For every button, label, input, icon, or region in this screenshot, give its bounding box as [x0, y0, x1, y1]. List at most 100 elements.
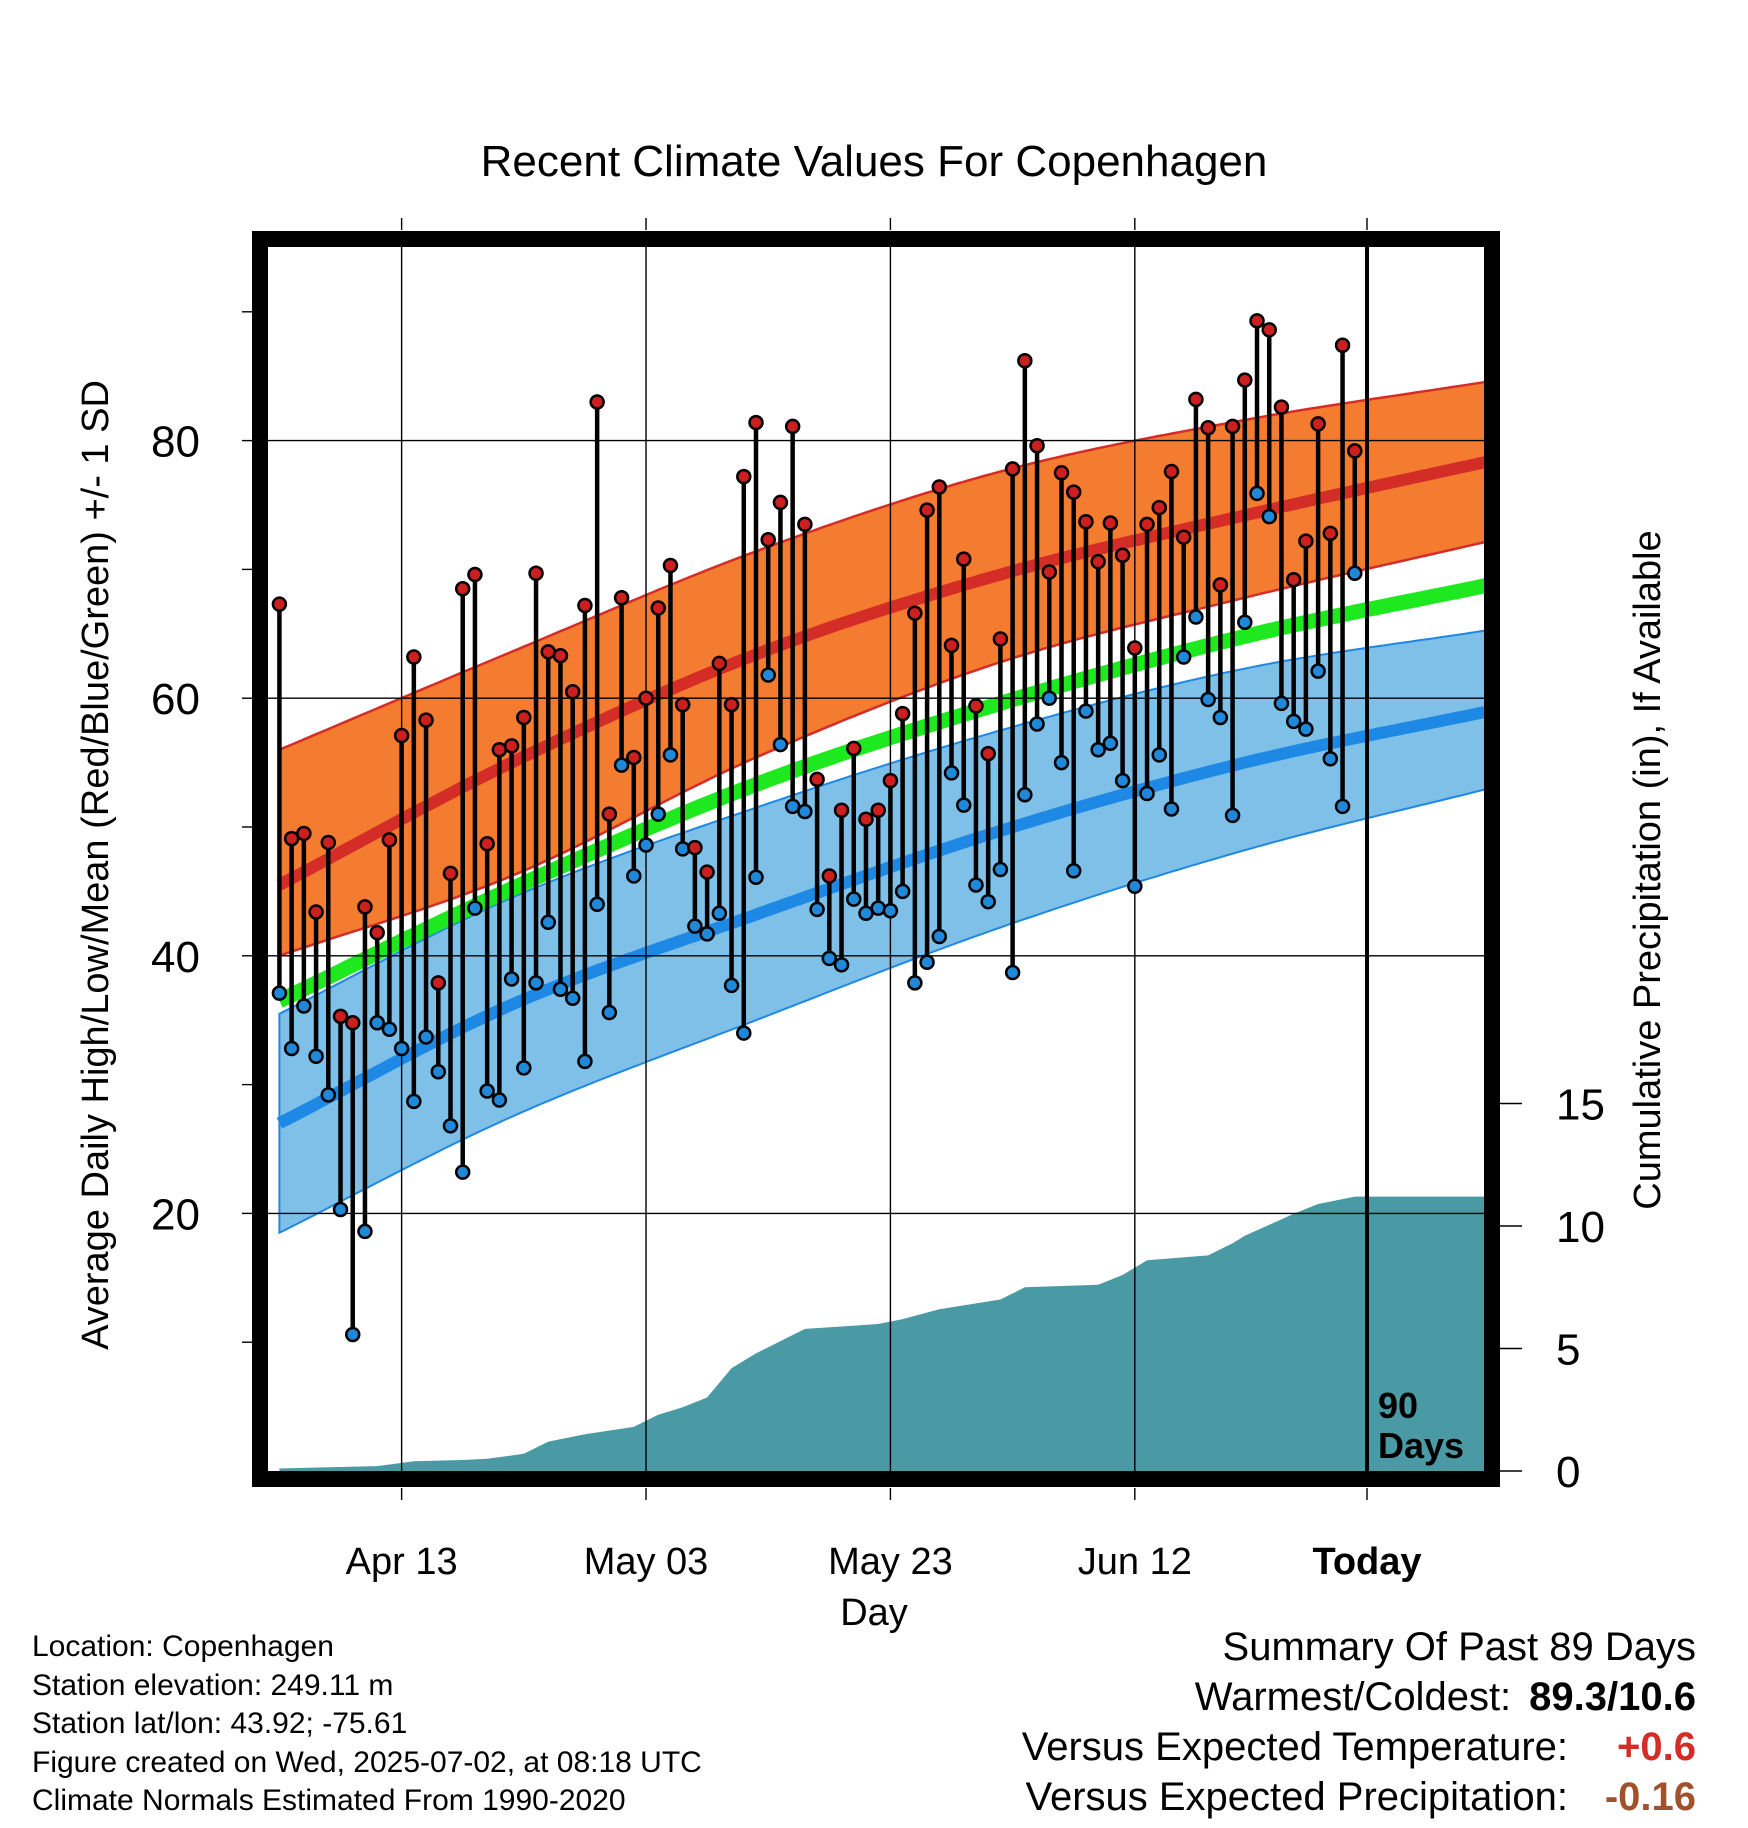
daily-high-point — [833, 802, 850, 819]
x-tick-label: May 23 — [828, 1541, 953, 1583]
daily-high-point — [943, 637, 960, 654]
daily-low-point — [369, 1015, 385, 1031]
warmest-coldest-value: 89.3/10.6 — [1529, 1675, 1696, 1719]
daily-high-point — [528, 565, 544, 582]
daily-high-point — [1163, 463, 1180, 480]
daily-high-point — [955, 551, 972, 567]
daily-high-point — [736, 468, 752, 485]
daily-low-point — [516, 1060, 532, 1076]
daily-high-point — [381, 832, 398, 848]
daily-high-point — [564, 684, 581, 700]
daily-low-point — [1004, 964, 1021, 981]
daily-high-point — [1175, 529, 1192, 545]
daily-low-point — [992, 861, 1009, 878]
daily-high-point — [454, 580, 471, 597]
daily-low-point — [357, 1223, 373, 1240]
daily-low-point — [491, 1092, 508, 1108]
precip-anomaly-label: Versus Expected Precipitation: — [1025, 1775, 1568, 1819]
daily-low-point — [943, 765, 960, 781]
daily-high-point — [699, 864, 715, 880]
daily-low-point — [418, 1029, 434, 1045]
daily-high-point — [772, 494, 789, 511]
daily-high-point — [711, 655, 728, 672]
summary-title: Summary Of Past 89 Days — [1222, 1625, 1696, 1669]
daily-low-point — [1090, 741, 1106, 758]
daily-high-point — [613, 589, 630, 606]
daily-low-point — [674, 841, 691, 857]
daily-low-point — [833, 957, 850, 973]
daily-high-point — [1114, 547, 1131, 563]
temp-anomaly-label: Versus Expected Temperature: — [1021, 1725, 1568, 1769]
daily-low-point — [1200, 691, 1216, 708]
normal-low-line — [276, 705, 1491, 1129]
today-days-label: 90 — [1378, 1385, 1418, 1426]
warmest-coldest-row: Warmest/Coldest: 89.3/10.6 — [796, 1672, 1696, 1722]
daily-low-point — [1078, 703, 1094, 719]
daily-high-point — [577, 597, 593, 614]
x-tick-label: Apr 13 — [346, 1541, 458, 1583]
daily-high-point — [968, 698, 984, 714]
daily-high-point — [1065, 484, 1082, 500]
daily-low-point — [283, 1040, 300, 1057]
daily-low-point — [772, 736, 789, 753]
daily-high-point — [1188, 391, 1204, 408]
daily-low-point — [760, 667, 776, 683]
daily-low-point — [687, 918, 703, 934]
daily-high-point — [1285, 571, 1302, 588]
daily-low-point — [601, 1004, 618, 1021]
daily-high-point — [980, 745, 996, 762]
daily-high-point — [1261, 322, 1277, 338]
daily-low-point — [736, 1025, 752, 1041]
daily-low-point — [821, 950, 838, 967]
daily-low-point — [454, 1164, 471, 1180]
daily-low-point — [1029, 716, 1045, 732]
daily-high-point — [894, 705, 911, 722]
daily-high-point — [870, 802, 886, 819]
daily-low-point — [711, 905, 728, 922]
daily-low-point — [907, 975, 923, 991]
temp-anomaly-value: +0.6 — [1617, 1725, 1696, 1769]
daily-high-point — [1151, 499, 1168, 516]
daily-low-point — [503, 971, 520, 987]
daily-high-point — [846, 740, 862, 757]
daily-low-point — [393, 1040, 410, 1057]
daily-low-point — [662, 747, 679, 763]
daily-high-point — [1139, 516, 1155, 533]
daily-low-point — [381, 1021, 398, 1037]
y-tick-label: 80 — [151, 418, 200, 467]
daily-high-point — [626, 749, 642, 766]
daily-high-point — [907, 605, 923, 621]
daily-low-point — [308, 1048, 324, 1065]
daily-high-point — [589, 394, 605, 410]
daily-high-point — [393, 727, 410, 744]
daily-high-point — [723, 696, 740, 713]
today-days-label: Days — [1378, 1425, 1464, 1466]
daily-high-point — [1090, 553, 1106, 570]
daily-low-point — [723, 977, 740, 994]
daily-high-point — [1310, 416, 1326, 432]
daily-low-point — [1175, 649, 1192, 665]
station-info: Location: Copenhagen Station elevation: … — [32, 1628, 702, 1821]
daily-low-point — [589, 896, 605, 913]
daily-high-point — [516, 709, 532, 726]
temp-anomaly-row: Versus Expected Temperature: +0.6 — [796, 1722, 1696, 1772]
daily-low-point — [344, 1326, 361, 1343]
daily-high-point — [1041, 564, 1058, 580]
daily-low-point — [1114, 772, 1131, 789]
daily-high-point — [1273, 399, 1290, 415]
daily-low-point — [882, 902, 899, 919]
daily-low-point — [1285, 713, 1302, 730]
daily-high-point — [332, 1008, 349, 1025]
daily-low-point — [980, 893, 996, 910]
chart-title: Recent Climate Values For Copenhagen — [481, 137, 1268, 186]
daily-high-point — [1053, 465, 1070, 481]
daily-low-point — [442, 1118, 459, 1134]
daily-high-point — [320, 834, 337, 851]
daily-high-point — [1347, 443, 1363, 459]
warmest-coldest-label: Warmest/Coldest: — [1194, 1675, 1512, 1719]
daily-high-point — [1298, 533, 1314, 549]
daily-low-point — [1273, 695, 1290, 712]
daily-high-point — [662, 557, 679, 574]
daily-low-point — [406, 1093, 422, 1110]
